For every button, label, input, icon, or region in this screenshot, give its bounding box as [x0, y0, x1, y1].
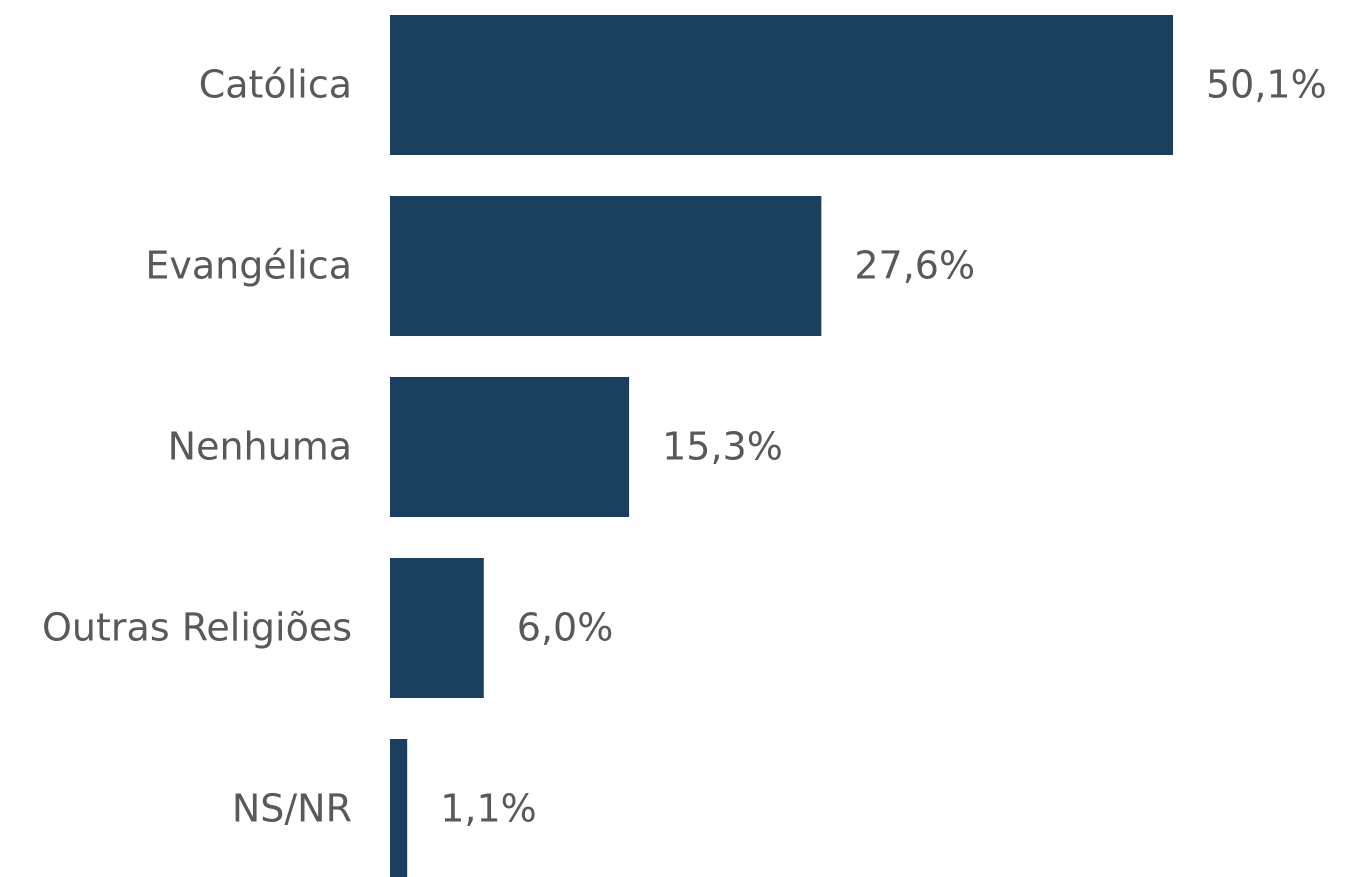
value-label: 6,0%: [517, 606, 614, 650]
bar: [390, 377, 630, 517]
category-label: Católica: [199, 63, 352, 107]
category-label: NS/NR: [232, 787, 352, 831]
value-label: 27,6%: [854, 244, 975, 288]
value-label: 15,3%: [662, 425, 783, 469]
bar: [390, 15, 1173, 155]
value-label: 1,1%: [440, 787, 537, 831]
category-label: Outras Religiões: [42, 606, 352, 650]
bar: [390, 558, 484, 698]
category-label: Evangélica: [145, 244, 352, 288]
bar: [390, 739, 408, 877]
value-label: 50,1%: [1206, 63, 1327, 107]
category-label: Nenhuma: [168, 425, 352, 469]
bar: [390, 196, 822, 336]
